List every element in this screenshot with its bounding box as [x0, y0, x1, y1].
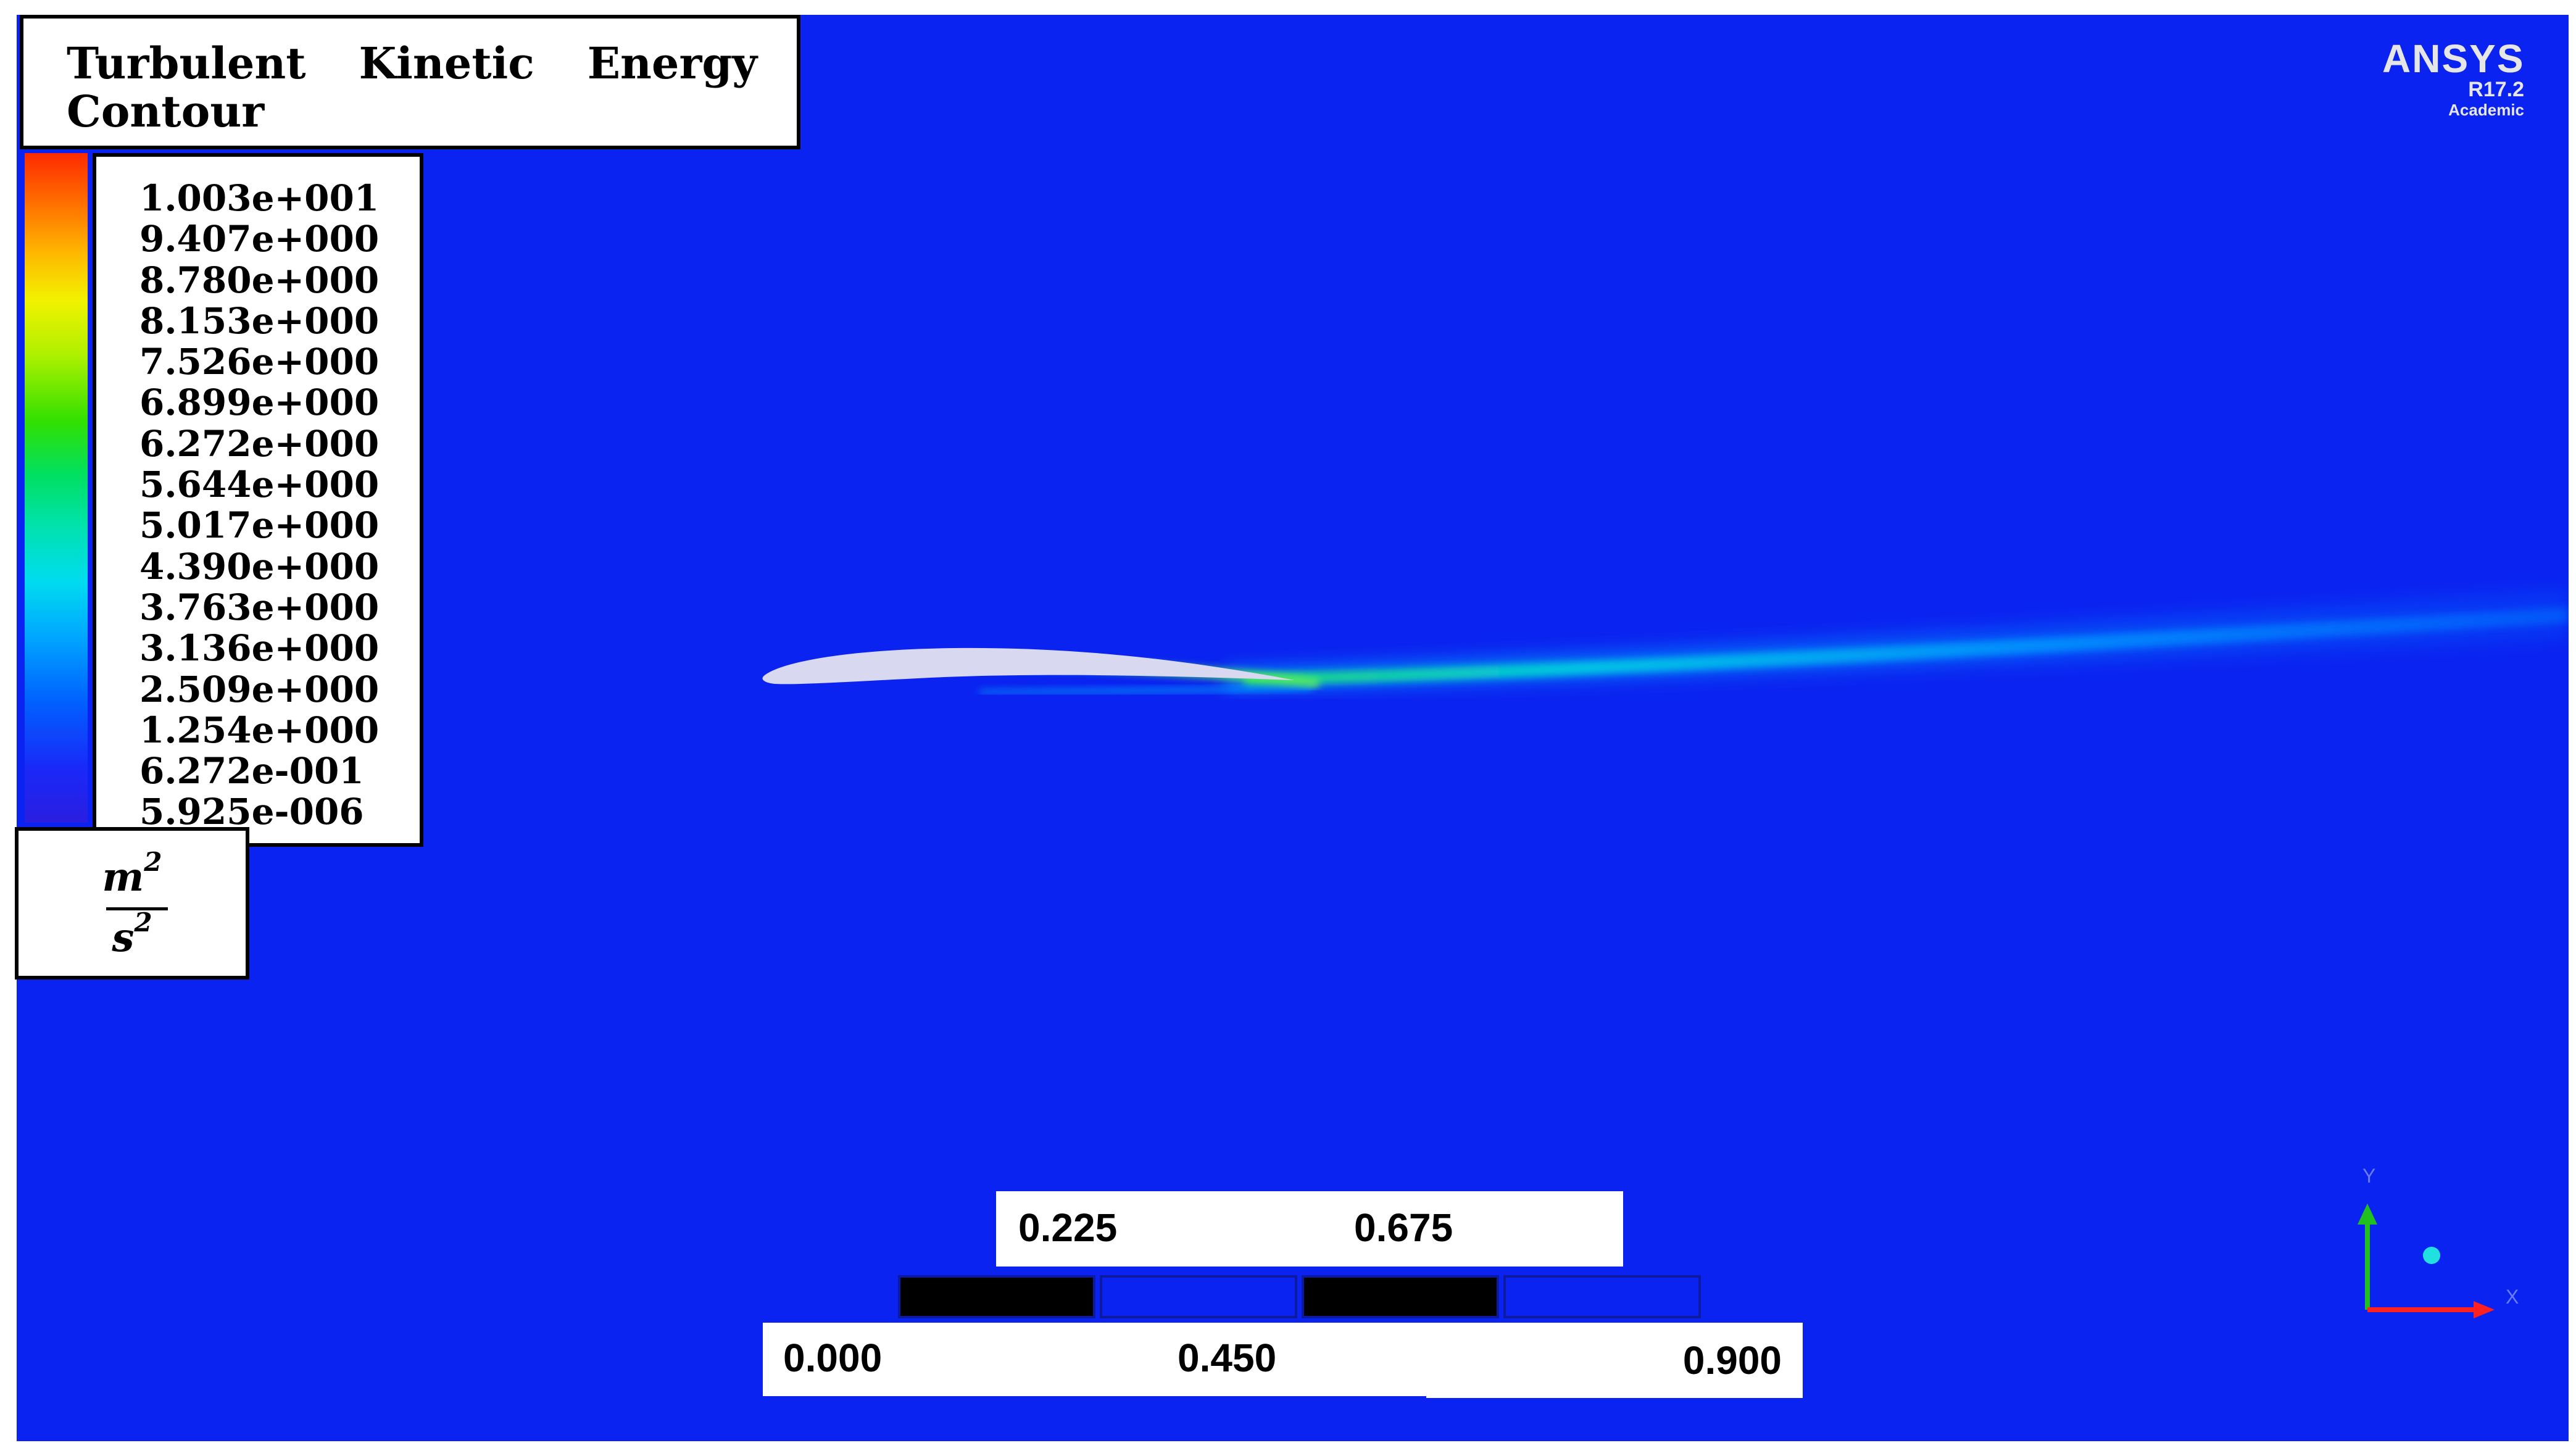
scale-label: 0.675 — [1354, 1205, 1453, 1250]
legend-labels: 1.003e+001 9.407e+000 8.780e+000 8.153e+… — [93, 153, 423, 847]
contour-field — [762, 589, 2569, 694]
unit-numerator-symbol: m — [102, 854, 144, 901]
unit-numerator: m2 — [19, 849, 246, 901]
y-axis-arrow — [2358, 1204, 2377, 1225]
scale-bar-segment — [1100, 1275, 1297, 1318]
coordinate-axes: Y X — [2358, 1165, 2519, 1318]
legend-label: 5.925e-006 — [139, 791, 364, 833]
x-axis-arrow — [2474, 1301, 2495, 1318]
legend-label: 5.017e+000 — [139, 504, 380, 547]
lower-shear-layer — [979, 685, 1313, 694]
scale-label: 0.900 — [1682, 1338, 1782, 1383]
legend-color-bar — [25, 153, 88, 823]
scale-bar-top-labels: 0.225 0.675 — [996, 1191, 1623, 1267]
legend-label: 2.509e+000 — [139, 668, 380, 710]
wake-core — [1245, 607, 2569, 685]
legend-label: 8.153e+000 — [139, 299, 380, 342]
title-word: Kinetic — [359, 38, 534, 89]
y-axis-label: Y — [2362, 1165, 2375, 1187]
legend-label: 7.526e+000 — [139, 341, 380, 383]
ansys-logo-text: ANSYS — [2382, 36, 2525, 81]
unit-numerator-exponent: 2 — [144, 847, 162, 877]
title-line-2: Contour — [67, 86, 265, 137]
ansys-watermark: ANSYS R17.2 Academic — [2382, 38, 2524, 120]
ansys-version: R17.2 — [2468, 78, 2524, 101]
scale-label: 0.225 — [1018, 1205, 1118, 1250]
legend-label: 4.390e+000 — [139, 545, 380, 588]
scale-bar-end-label: 0.900 — [1426, 1323, 1803, 1398]
legend-label: 6.899e+000 — [139, 381, 380, 424]
title-word: Energy — [587, 38, 757, 89]
scale-label: 0.000 — [783, 1336, 883, 1380]
legend-label: 6.272e-001 — [139, 750, 364, 792]
legend-label: 3.763e+000 — [139, 586, 380, 628]
scale-bar-segment — [898, 1275, 1095, 1318]
unit-box: m2 s2 — [15, 827, 249, 980]
unit-denominator-exponent: 2 — [134, 907, 152, 938]
legend-label: 5.644e+000 — [139, 464, 380, 506]
plot-title: Turbulent Kinetic Energy Contour — [20, 15, 800, 149]
unit-denominator-symbol: s — [112, 915, 135, 961]
x-axis-label: X — [2506, 1286, 2519, 1308]
scale-bar-segment — [1503, 1275, 1701, 1318]
legend-label: 1.003e+001 — [139, 177, 380, 219]
title-word: Turbulent — [67, 38, 306, 89]
scale-bar-bottom-labels: 0.000 0.450 — [763, 1323, 1426, 1396]
scale-bar-segment — [1302, 1275, 1499, 1318]
airfoil — [762, 647, 1294, 684]
fraction-bar — [106, 907, 168, 910]
legend-label: 6.272e+000 — [139, 422, 380, 465]
unit-denominator: s2 — [19, 910, 246, 962]
legend-label: 1.254e+000 — [139, 709, 380, 751]
legend-label: 3.136e+000 — [139, 627, 380, 670]
scale-label: 0.450 — [1178, 1336, 1277, 1380]
legend-label: 8.780e+000 — [139, 259, 380, 301]
z-axis-dot — [2423, 1247, 2440, 1264]
ansys-edition: Academic — [2448, 101, 2524, 119]
legend-label: 9.407e+000 — [139, 218, 380, 260]
